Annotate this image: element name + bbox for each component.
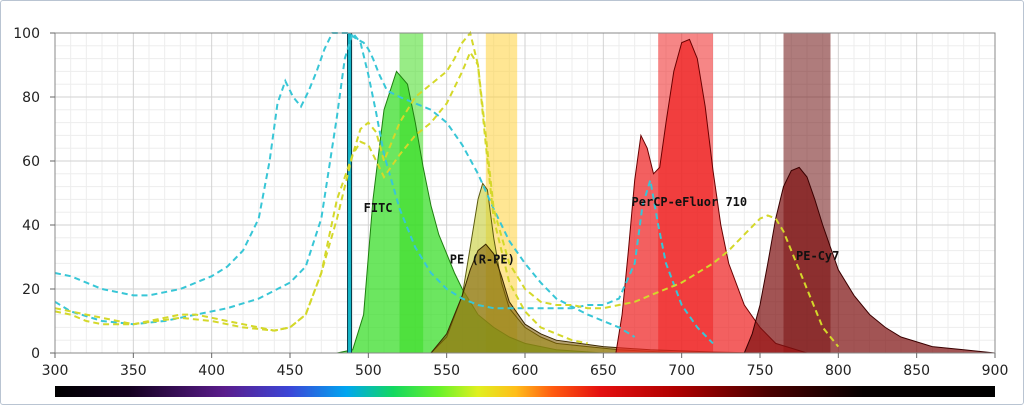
y-tick-label: 40 — [22, 218, 40, 234]
label-percp-efluor-710: PerCP-eFluor 710 — [632, 195, 748, 209]
laser-line — [347, 33, 353, 353]
label-pe-cy7: PE-Cy7 — [796, 249, 839, 263]
emission-area-pe-cy7 — [743, 166, 996, 354]
series-labels: FITC PE (R-PE) PerCP-eFluor 710 PE-Cy7 — [364, 195, 840, 267]
x-tick-label: 900 — [982, 363, 1009, 379]
y-tick-label: 80 — [22, 90, 40, 106]
x-tick-label: 850 — [903, 363, 930, 379]
x-tick-label: 300 — [42, 363, 69, 379]
x-tick-label: 750 — [747, 363, 774, 379]
x-tick-label: 650 — [590, 363, 617, 379]
x-tick-label: 450 — [277, 363, 304, 379]
x-tick-label: 700 — [668, 363, 695, 379]
y-tick-label: 0 — [31, 346, 40, 362]
x-tick-label: 500 — [355, 363, 382, 379]
x-tick-label: 400 — [198, 363, 225, 379]
y-axis-ticks: 0 20 40 60 80 100 — [13, 26, 55, 362]
label-pe-r-pe: PE (R-PE) — [450, 252, 515, 266]
emission-spectra — [336, 38, 996, 354]
laser-line-fill — [347, 33, 352, 353]
x-axis-ticks: 300 350 400 450 500 550 600 650 700 750 800 850 900 — [42, 353, 1009, 379]
excitation-line-pe-excitation — [54, 30, 588, 345]
x-tick-label: 550 — [433, 363, 460, 379]
label-fitc: FITC — [364, 201, 393, 215]
emission-area-percp-efluor-710 — [615, 38, 808, 354]
x-tick-label: 800 — [825, 363, 852, 379]
y-tick-label: 100 — [13, 26, 40, 42]
x-tick-label: 350 — [120, 363, 147, 379]
y-tick-label: 60 — [22, 154, 40, 170]
y-tick-label: 20 — [22, 282, 40, 298]
x-tick-label: 600 — [512, 363, 539, 379]
excitation-line-percp-excitation — [54, 30, 714, 345]
wavelength-color-bar — [55, 386, 995, 397]
excitation-line-pe-cy7-excitation — [54, 49, 840, 348]
